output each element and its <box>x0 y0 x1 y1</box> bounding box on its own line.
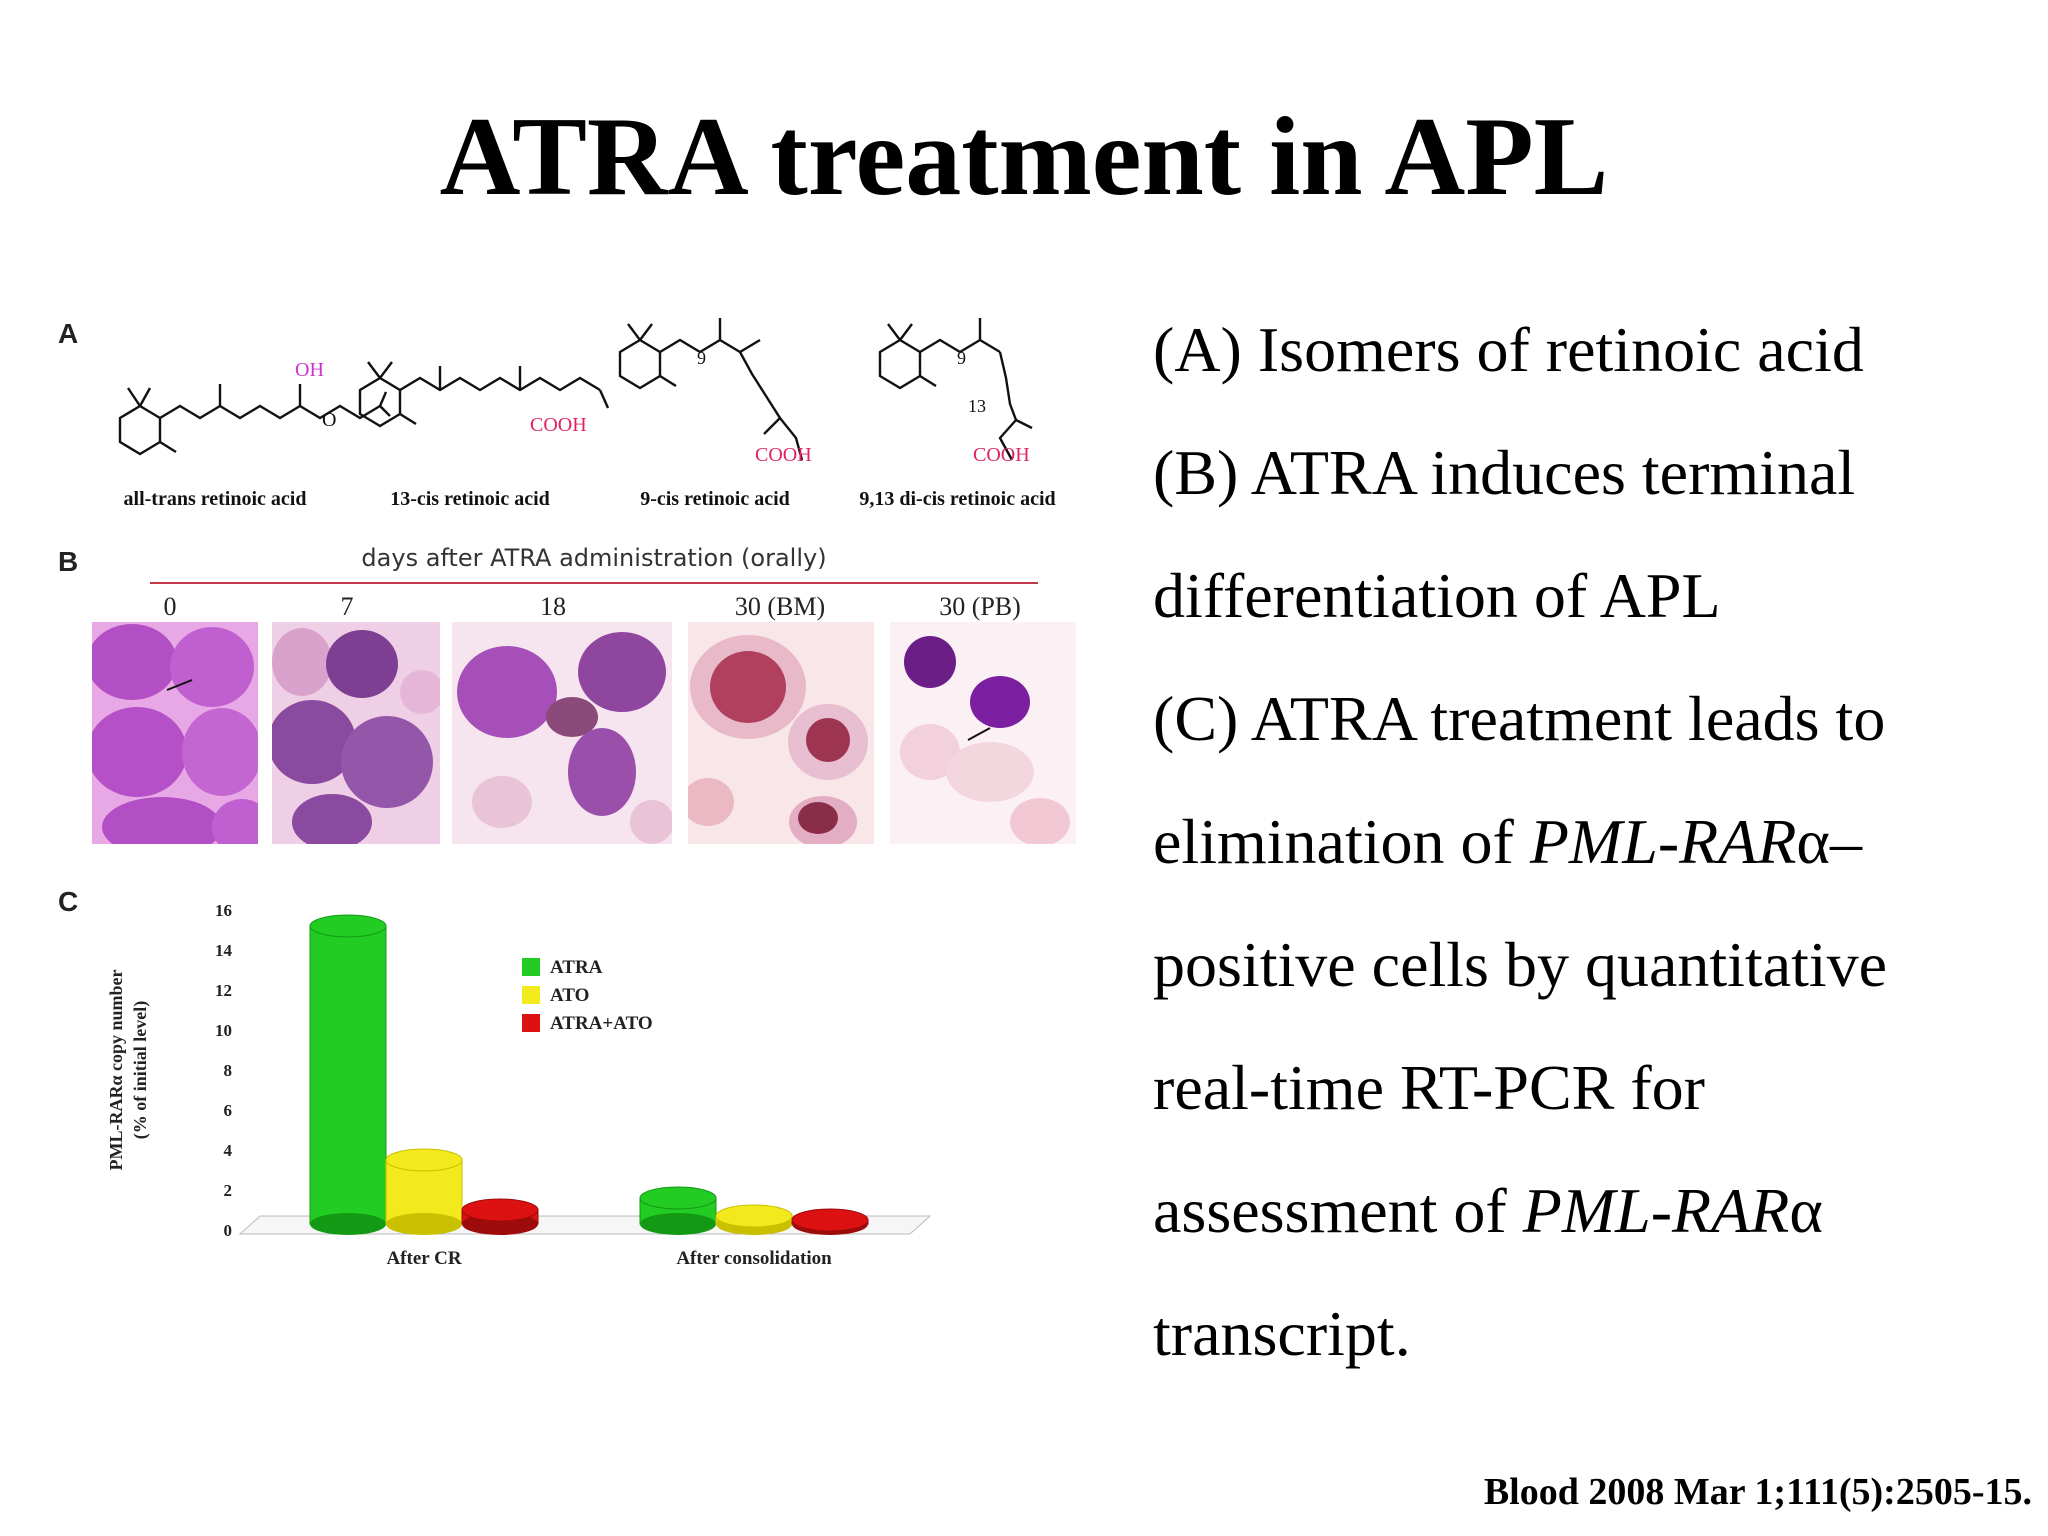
bar-chart: 0 2 4 6 8 10 12 14 16 PML-RARα copy number (% of i… <box>106 901 932 1269</box>
text-line-part: α <box>1789 1175 1823 1246</box>
text-line-part: elimination of <box>1153 806 1530 877</box>
mol4-position-label-2: 13 <box>968 396 986 416</box>
legend-swatch <box>522 1014 540 1032</box>
bar-top <box>461 1198 539 1222</box>
text-line: transcript. <box>1153 1272 1993 1395</box>
legend-label: ATRA <box>550 957 603 978</box>
mol4-cooh-label: COOH <box>973 444 1030 466</box>
molecule-2-structure <box>358 361 610 428</box>
molecule-3-structure <box>618 318 804 461</box>
mol4-position-label: 9 <box>957 348 966 368</box>
mol2-cooh-label: COOH <box>530 414 587 436</box>
panel-b-divider <box>150 582 1038 584</box>
panel-b-letter: B <box>58 546 79 577</box>
legend-label: ATRA+ATO <box>550 1013 653 1034</box>
bar-atra-0 <box>309 925 387 1225</box>
bar-top <box>639 1186 717 1210</box>
text-line: elimination of PML-RARα– <box>1153 780 1993 903</box>
y-tick-label: 14 <box>215 941 233 960</box>
citation: Blood 2008 Mar 1;111(5):2505-15. <box>1483 1471 2032 1513</box>
text-line-part: assessment of <box>1153 1175 1523 1246</box>
day-label-30-pb: 30 (PB) <box>939 592 1021 621</box>
panel-a-letter: A <box>58 318 79 349</box>
text-line: positive cells by quantitative <box>1153 903 1993 1026</box>
mol3-position-label: 9 <box>697 348 706 368</box>
micrograph-day-18 <box>452 622 672 844</box>
y-tick-label: 10 <box>215 1021 232 1040</box>
legend-label: ATO <box>550 985 589 1006</box>
x-category-label: After consolidation <box>676 1248 832 1269</box>
text-line-part: α– <box>1796 806 1862 877</box>
day-label-0: 0 <box>163 592 177 621</box>
mol4-name: 9,13 di-cis retinoic acid <box>859 488 1056 510</box>
bar-top <box>309 914 387 938</box>
y-tick-label: 16 <box>215 901 232 920</box>
text-line: (A) Isomers of retinoic acid <box>1153 288 1993 411</box>
panel-b-header: days after ATRA administration (orally) <box>361 544 827 572</box>
legend-swatch <box>522 986 540 1004</box>
day-label-30-bm: 30 (BM) <box>734 592 826 621</box>
panel-c-letter: C <box>58 886 79 917</box>
bar-base <box>310 1213 386 1235</box>
y-tick-label: 8 <box>224 1061 233 1080</box>
bar-top <box>791 1208 869 1232</box>
text-line-part: (B) ATRA induces terminal <box>1153 437 1856 508</box>
slide-title: ATRA treatment in APL <box>439 95 1609 219</box>
micrograph-day-7 <box>272 622 440 844</box>
y-tick-label: 4 <box>224 1141 233 1160</box>
mol2-name: 13-cis retinoic acid <box>390 488 550 510</box>
text-line-part: PML-RAR <box>1522 1175 1790 1246</box>
text-line-part: PML-RAR <box>1529 806 1797 877</box>
text-line-part: (A) Isomers of retinoic acid <box>1153 314 1864 385</box>
text-line-part: differentiation of APL <box>1153 560 1721 631</box>
text-line: (B) ATRA induces terminal <box>1153 411 1993 534</box>
y-tick-label: 0 <box>224 1221 233 1240</box>
text-line-part: (C) ATRA treatment leads to <box>1153 683 1886 754</box>
mol1-oh-label: OH <box>295 359 324 381</box>
mol3-cooh-label: COOH <box>755 444 812 466</box>
description-text: (A) Isomers of retinoic acid (B) ATRA ind… <box>1153 288 1993 1395</box>
mol1-name: all-trans retinoic acid <box>123 488 307 510</box>
y-tick-label: 6 <box>224 1101 233 1120</box>
y-tick-label: 12 <box>215 981 232 1000</box>
micrograph-day-30-bm <box>688 622 874 844</box>
text-line: differentiation of APL <box>1153 534 1993 657</box>
molecule-4-structure <box>878 318 1033 461</box>
y-axis-label: PML-RARα copy number (% of initial level) <box>106 969 151 1170</box>
day-label-7: 7 <box>340 592 354 621</box>
day-label-18: 18 <box>540 592 566 621</box>
mol1-o-label: O <box>322 409 336 431</box>
bar-base <box>386 1213 462 1235</box>
molecule-1-structure <box>118 384 391 456</box>
bar-top <box>715 1204 793 1228</box>
y-tick-label: 2 <box>224 1181 233 1200</box>
mol3-name: 9-cis retinoic acid <box>640 488 790 510</box>
legend-swatch <box>522 958 540 976</box>
bar-top <box>385 1148 463 1172</box>
text-line: real-time RT-PCR for <box>1153 1026 1993 1149</box>
text-line-part: positive cells by quantitative <box>1153 929 1888 1000</box>
text-line-part: real-time RT-PCR for <box>1153 1052 1705 1123</box>
x-category-label: After CR <box>386 1248 461 1269</box>
micrograph-day-30-pb <box>890 622 1076 844</box>
text-line-part: transcript. <box>1153 1298 1411 1369</box>
text-line: assessment of PML-RARα <box>1153 1149 1993 1272</box>
text-line: (C) ATRA treatment leads to <box>1153 657 1993 780</box>
molecule-structures: OH O COOH COOH 9 COOH 9 13 <box>118 318 1033 466</box>
micrograph-day-0 <box>92 622 258 844</box>
bar-base <box>640 1213 716 1235</box>
